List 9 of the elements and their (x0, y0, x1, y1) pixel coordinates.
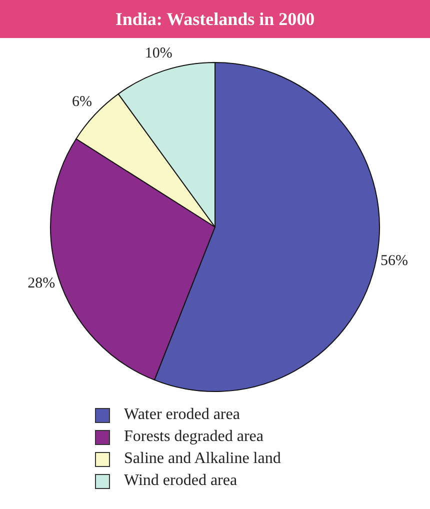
data-label: 6% (72, 94, 92, 110)
legend-label: Saline and Alkaline land (124, 450, 281, 468)
legend-label: Water eroded area (124, 406, 240, 424)
legend-label: Wind eroded area (124, 472, 238, 490)
data-label: 56% (380, 253, 408, 270)
data-label: 10% (144, 45, 172, 62)
data-label: 28% (28, 275, 56, 292)
chart-title: India: Wastelands in 2000 (0, 0, 430, 38)
legend-label: Forests degraded area (124, 428, 264, 446)
